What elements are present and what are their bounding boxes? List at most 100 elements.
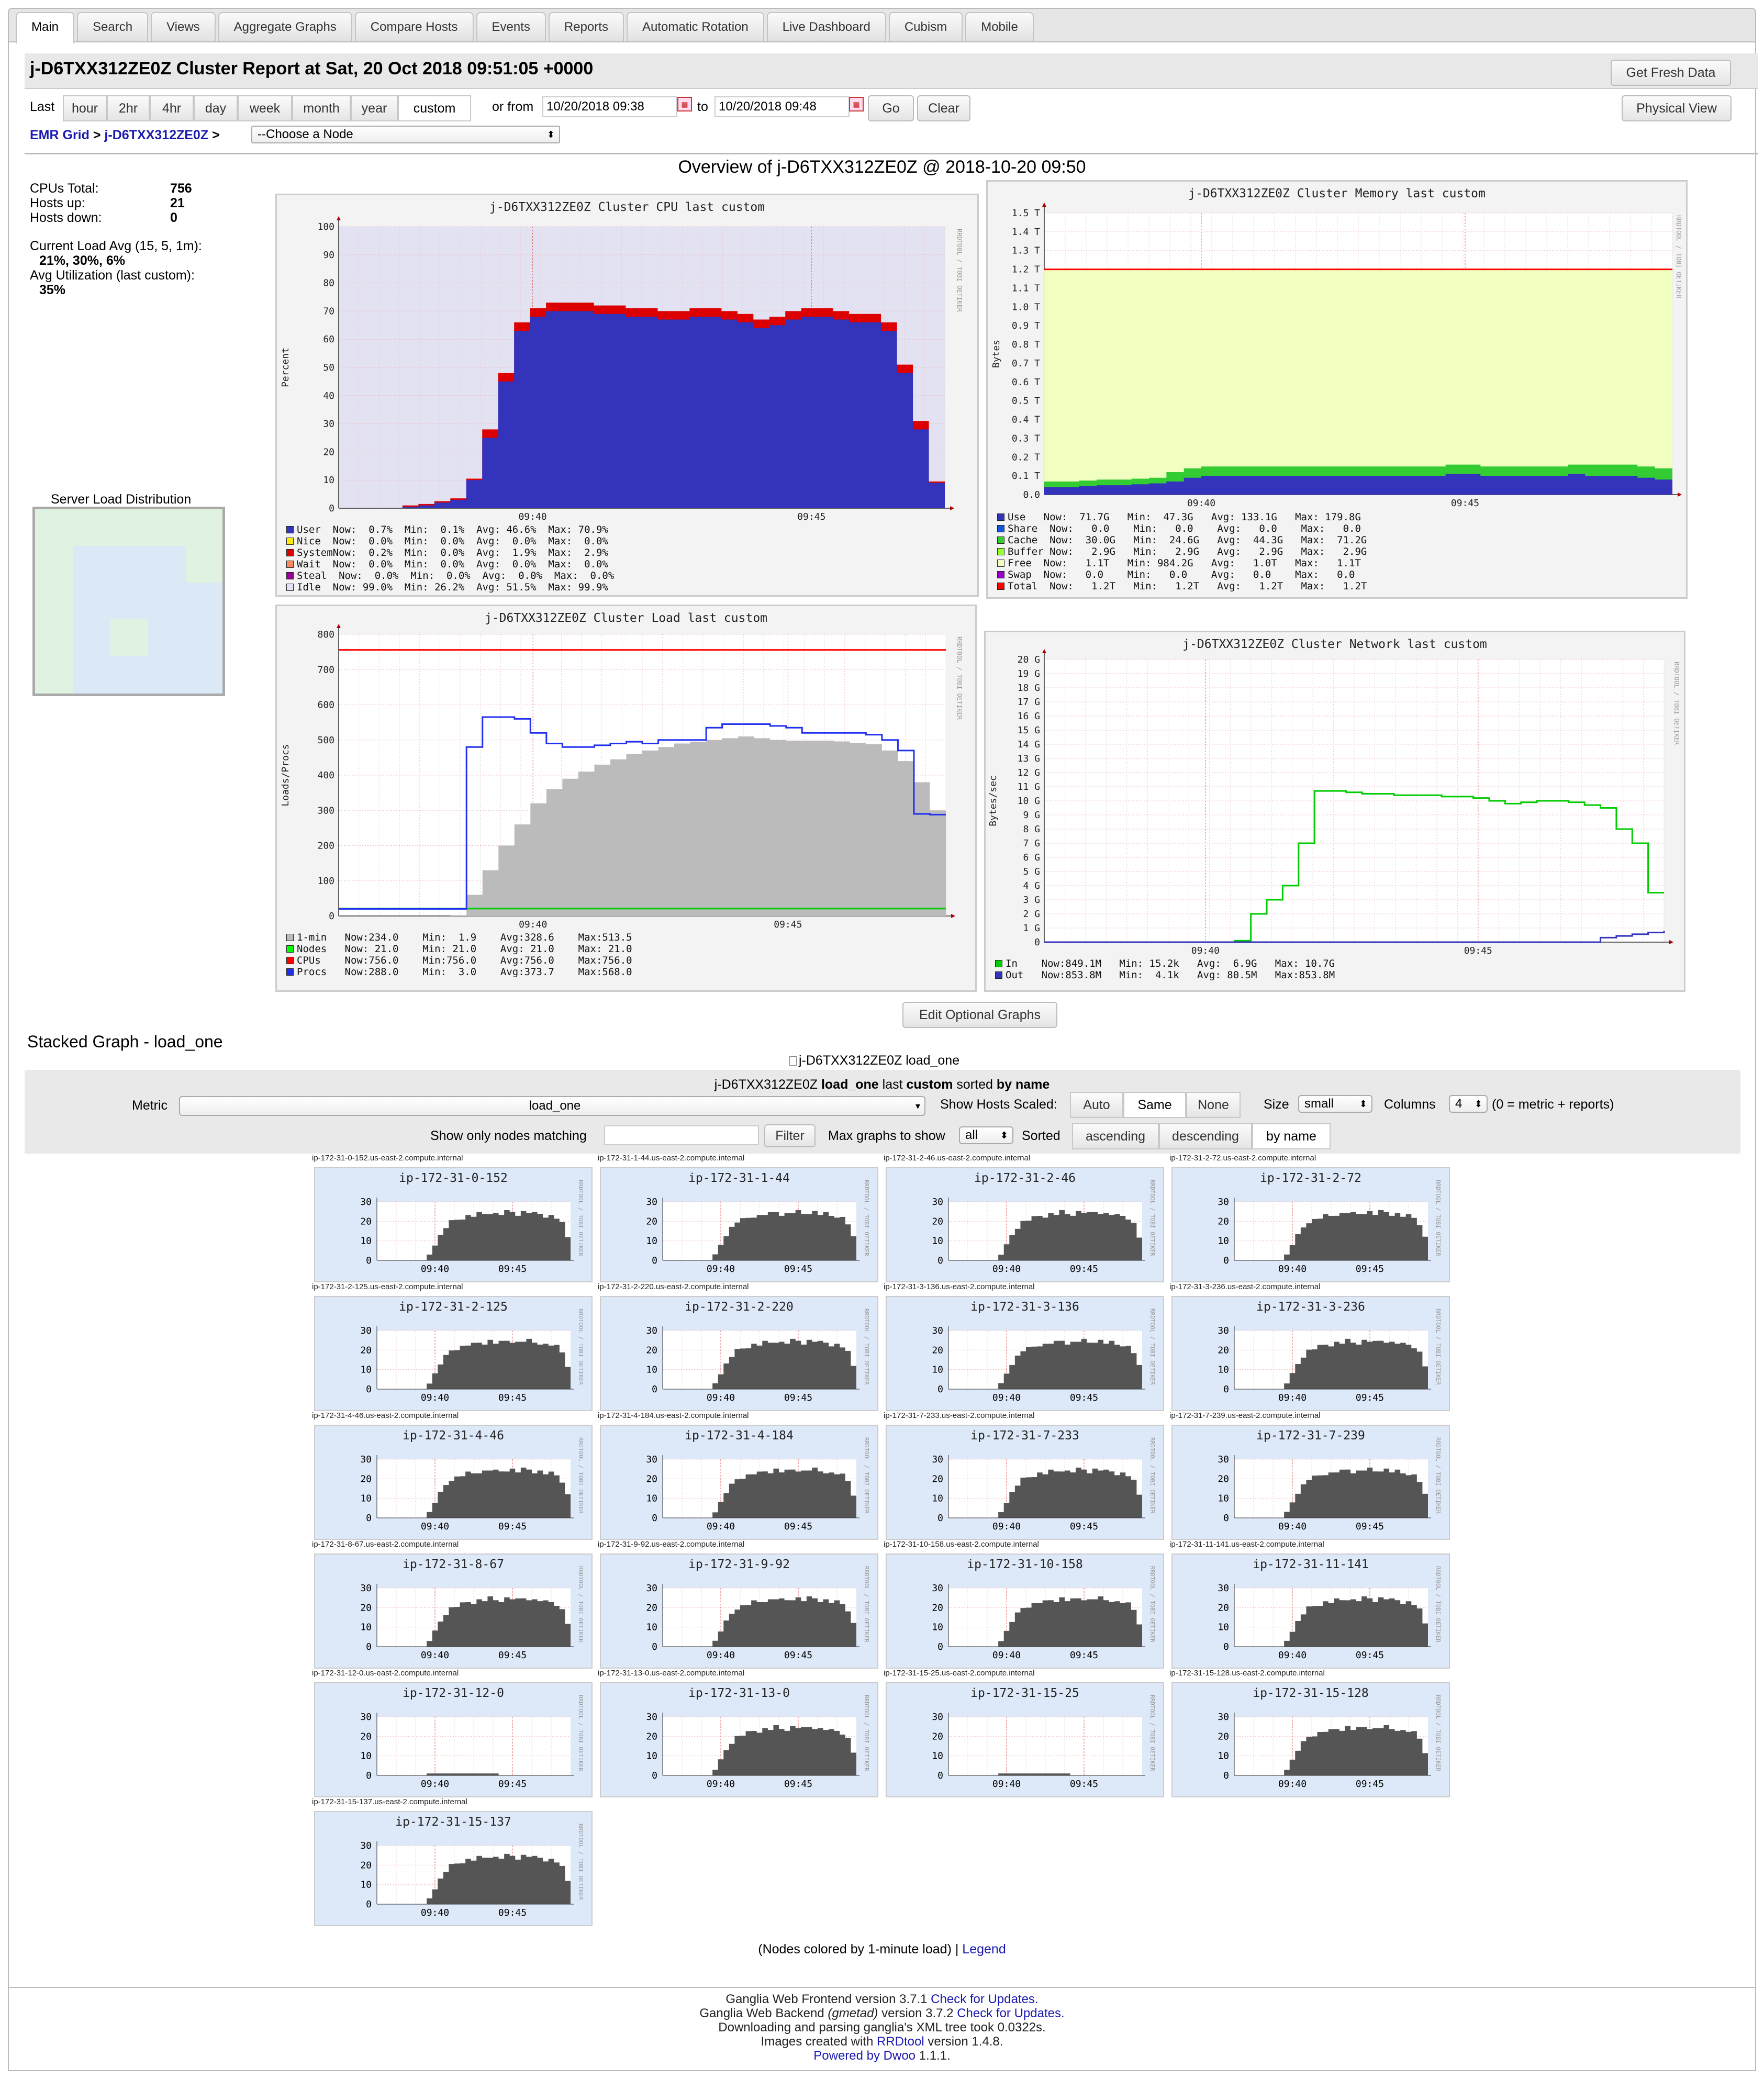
y-tick-label: 10 bbox=[932, 1236, 943, 1247]
legend-note: (Nodes colored by 1-minute load) | Legen… bbox=[0, 1942, 1764, 1957]
load-legend: 1-min Now:234.0 Min: 1.9 Avg:328.6 Max:5… bbox=[286, 932, 632, 978]
host-graph-ip-172-31-1-44[interactable]: ip-172-31-1-44 30 20 10 0 09:40 09:45 RRDTOOL /… bbox=[600, 1167, 878, 1282]
metric-select[interactable]: load_one ▾ bbox=[179, 1096, 925, 1116]
host-graph-ip-172-31-11-141[interactable]: ip-172-31-11-141 30 20 10 0 09:40 09:45 RRDTOOL… bbox=[1171, 1553, 1450, 1669]
memory-graph[interactable]: j-D6TXX312ZE0Z Cluster Memory last custo… bbox=[986, 180, 1688, 599]
range-year-button[interactable]: year bbox=[351, 95, 398, 121]
calendar-icon[interactable]: ▦ bbox=[677, 97, 692, 111]
range-custom-button[interactable]: custom bbox=[398, 95, 471, 121]
legend-text: Buffer Now: 2.9G Min: 2.9G Avg: 2.9G Max… bbox=[1008, 546, 1367, 557]
host-graph-ip-172-31-2-72[interactable]: ip-172-31-2-72 30 20 10 0 09:40 09:45 RRDTOOL /… bbox=[1171, 1167, 1450, 1282]
host-graph-ip-172-31-2-125[interactable]: ip-172-31-2-125 30 20 10 0 09:40 09:45 RRDTOOL … bbox=[314, 1296, 593, 1411]
from-date-input[interactable]: 10/20/2018 09:38 bbox=[542, 96, 677, 117]
y-tick-label: 30 bbox=[646, 1325, 657, 1336]
go-button[interactable]: Go bbox=[868, 95, 914, 121]
tab-search[interactable]: Search bbox=[77, 12, 149, 41]
sort-by-name-button[interactable]: by name bbox=[1252, 1123, 1331, 1149]
range-2hr-button[interactable]: 2hr bbox=[107, 95, 150, 121]
y-tick-label: 90 bbox=[323, 250, 334, 261]
range-hour-button[interactable]: hour bbox=[63, 95, 107, 121]
host-graph-ip-172-31-4-184[interactable]: ip-172-31-4-184 30 20 10 0 09:40 09:45 RRDTOOL … bbox=[600, 1425, 878, 1540]
y-tick-label: 700 bbox=[317, 664, 334, 675]
range-week-button[interactable]: week bbox=[238, 95, 292, 121]
edit-optional-graphs-button[interactable]: Edit Optional Graphs bbox=[902, 1002, 1057, 1028]
server-load-distribution-map[interactable] bbox=[32, 507, 225, 696]
range-4hr-button[interactable]: 4hr bbox=[150, 95, 194, 121]
scaled-same-button[interactable]: Same bbox=[1123, 1092, 1186, 1118]
sort-descending-button[interactable]: descending bbox=[1159, 1123, 1252, 1149]
columns-select[interactable]: 4 ⬍ bbox=[1449, 1095, 1488, 1113]
y-tick-label: 10 bbox=[932, 1751, 943, 1762]
host-graph-ip-172-31-0-152[interactable]: ip-172-31-0-152 30 20 10 0 09:40 09:45 RRDTOOL … bbox=[314, 1167, 593, 1282]
y-tick-label: 0 bbox=[652, 1255, 657, 1266]
host-graph-ip-172-31-7-233[interactable]: ip-172-31-7-233 30 20 10 0 09:40 09:45 RRDTOOL … bbox=[886, 1425, 1164, 1540]
host-graph-title: ip-172-31-3-236 bbox=[1256, 1300, 1365, 1314]
host-graph-ip-172-31-2-220[interactable]: ip-172-31-2-220 30 20 10 0 09:40 09:45 RRDTOOL … bbox=[600, 1296, 878, 1411]
range-month-button[interactable]: month bbox=[292, 95, 351, 121]
host-graph-ip-172-31-9-92[interactable]: ip-172-31-9-92 30 20 10 0 09:40 09:45 RRDTOOL /… bbox=[600, 1553, 878, 1669]
check-updates-link[interactable]: Check for Updates. bbox=[931, 1992, 1039, 2006]
get-fresh-data-button[interactable]: Get Fresh Data bbox=[1611, 60, 1731, 86]
match-input[interactable] bbox=[604, 1125, 759, 1145]
x-tick-label: 09:40 bbox=[1191, 945, 1220, 956]
scaled-auto-button[interactable]: Auto bbox=[1070, 1092, 1123, 1118]
host-graph-ip-172-31-15-25[interactable]: ip-172-31-15-25 30 20 10 0 09:40 09:45 RRDTOOL … bbox=[886, 1682, 1164, 1797]
x-tick-label: 09:45 bbox=[1070, 1521, 1098, 1532]
range-day-button[interactable]: day bbox=[194, 95, 238, 121]
y-tick-label: 10 bbox=[646, 1365, 657, 1376]
network-graph[interactable]: j-D6TXX312ZE0Z Cluster Network last cust… bbox=[984, 631, 1685, 992]
tab-compare-hosts[interactable]: Compare Hosts bbox=[354, 12, 474, 41]
tab-automatic-rotation[interactable]: Automatic Rotation bbox=[626, 12, 764, 41]
host-graph-ip-172-31-2-46[interactable]: ip-172-31-2-46 30 20 10 0 09:40 09:45 RRDTOOL /… bbox=[886, 1167, 1164, 1282]
host-graph-ip-172-31-8-67[interactable]: ip-172-31-8-67 30 20 10 0 09:40 09:45 RRDTOOL /… bbox=[314, 1553, 593, 1669]
max-graphs-select[interactable]: all ⬍ bbox=[959, 1126, 1013, 1144]
tab-mobile[interactable]: Mobile bbox=[965, 12, 1034, 41]
host-graph-ip-172-31-12-0[interactable]: ip-172-31-12-0 30 20 10 0 09:40 09:45 RRDTOOL /… bbox=[314, 1682, 593, 1797]
cpu-graph[interactable]: j-D6TXX312ZE0Z Cluster CPU last custom 1… bbox=[275, 194, 979, 597]
legend-link[interactable]: Legend bbox=[962, 1942, 1006, 1957]
host-fqdn-label: ip-172-31-3-236.us-east-2.compute.intern… bbox=[1169, 1282, 1321, 1291]
calendar-icon[interactable]: ▦ bbox=[849, 97, 864, 111]
tab-views[interactable]: Views bbox=[151, 12, 216, 41]
tab-reports[interactable]: Reports bbox=[548, 12, 624, 41]
caption-last: last bbox=[882, 1077, 903, 1092]
node-select[interactable]: --Choose a Node ⬍ bbox=[251, 126, 560, 143]
check-updates-link[interactable]: Check for Updates. bbox=[957, 2006, 1065, 2020]
x-tick-label: 09:45 bbox=[784, 1650, 812, 1661]
rrdtool-text: Images created with bbox=[761, 2035, 874, 2049]
scaled-none-button[interactable]: None bbox=[1186, 1092, 1241, 1118]
size-select[interactable]: small ⬍ bbox=[1298, 1095, 1372, 1113]
host-graph-ip-172-31-13-0[interactable]: ip-172-31-13-0 30 20 10 0 09:40 09:45 RRDTOOL /… bbox=[600, 1682, 878, 1797]
host-graph-ip-172-31-15-128[interactable]: ip-172-31-15-128 30 20 10 0 09:40 09:45 RRDTOOL… bbox=[1171, 1682, 1450, 1797]
load-graph[interactable]: j-D6TXX312ZE0Z Cluster Load last custom … bbox=[275, 605, 977, 992]
host-graph-ip-172-31-7-239[interactable]: ip-172-31-7-239 30 20 10 0 09:40 09:45 RRDTOOL … bbox=[1171, 1425, 1450, 1540]
legend-swatch bbox=[997, 583, 1004, 590]
y-tick-label: 0 bbox=[937, 1255, 943, 1266]
to-date-input[interactable]: 10/20/2018 09:48 bbox=[714, 96, 850, 117]
dwoo-link[interactable]: Powered by Dwoo bbox=[813, 2049, 916, 2063]
host-graph-ip-172-31-3-136[interactable]: ip-172-31-3-136 30 20 10 0 09:40 09:45 RRDTOOL … bbox=[886, 1296, 1164, 1411]
sort-ascending-button[interactable]: ascending bbox=[1072, 1123, 1159, 1149]
legend-swatch bbox=[286, 945, 294, 953]
tab-events[interactable]: Events bbox=[476, 12, 546, 41]
clear-button[interactable]: Clear bbox=[917, 95, 970, 121]
x-tick-label: 09:45 bbox=[498, 1779, 527, 1790]
host-graph-ip-172-31-10-158[interactable]: ip-172-31-10-158 30 20 10 0 09:40 09:45 RRDTOOL… bbox=[886, 1553, 1164, 1669]
host-graph-ip-172-31-15-137[interactable]: ip-172-31-15-137 30 20 10 0 09:40 09:45 RRDTOOL… bbox=[314, 1811, 593, 1926]
filter-button[interactable]: Filter bbox=[764, 1124, 816, 1147]
tab-live-dashboard[interactable]: Live Dashboard bbox=[766, 12, 886, 41]
rrdtool-watermark: RRDTOOL / TOBI OETIKER bbox=[577, 1695, 584, 1771]
breadcrumb-cluster-link[interactable]: j-D6TXX312ZE0Z bbox=[104, 128, 209, 142]
y-tick-label: 1.0 T bbox=[1012, 301, 1040, 312]
y-tick-label: 10 bbox=[646, 1751, 657, 1762]
breadcrumb-grid-link[interactable]: EMR Grid bbox=[30, 128, 90, 142]
host-graph-ip-172-31-4-46[interactable]: ip-172-31-4-46 30 20 10 0 09:40 09:45 RRDTOOL /… bbox=[314, 1425, 593, 1540]
physical-view-button[interactable]: Physical View bbox=[1622, 95, 1732, 121]
rrdtool-link[interactable]: RRDtool bbox=[876, 2035, 924, 2049]
x-tick-label: 09:45 bbox=[1464, 945, 1492, 956]
y-tick-label: 30 bbox=[360, 1840, 372, 1851]
host-graph-ip-172-31-3-236[interactable]: ip-172-31-3-236 30 20 10 0 09:40 09:45 RRDTOOL … bbox=[1171, 1296, 1450, 1411]
tab-main[interactable]: Main bbox=[16, 12, 75, 43]
tab-cubism[interactable]: Cubism bbox=[888, 12, 963, 41]
tab-aggregate-graphs[interactable]: Aggregate Graphs bbox=[218, 12, 352, 41]
